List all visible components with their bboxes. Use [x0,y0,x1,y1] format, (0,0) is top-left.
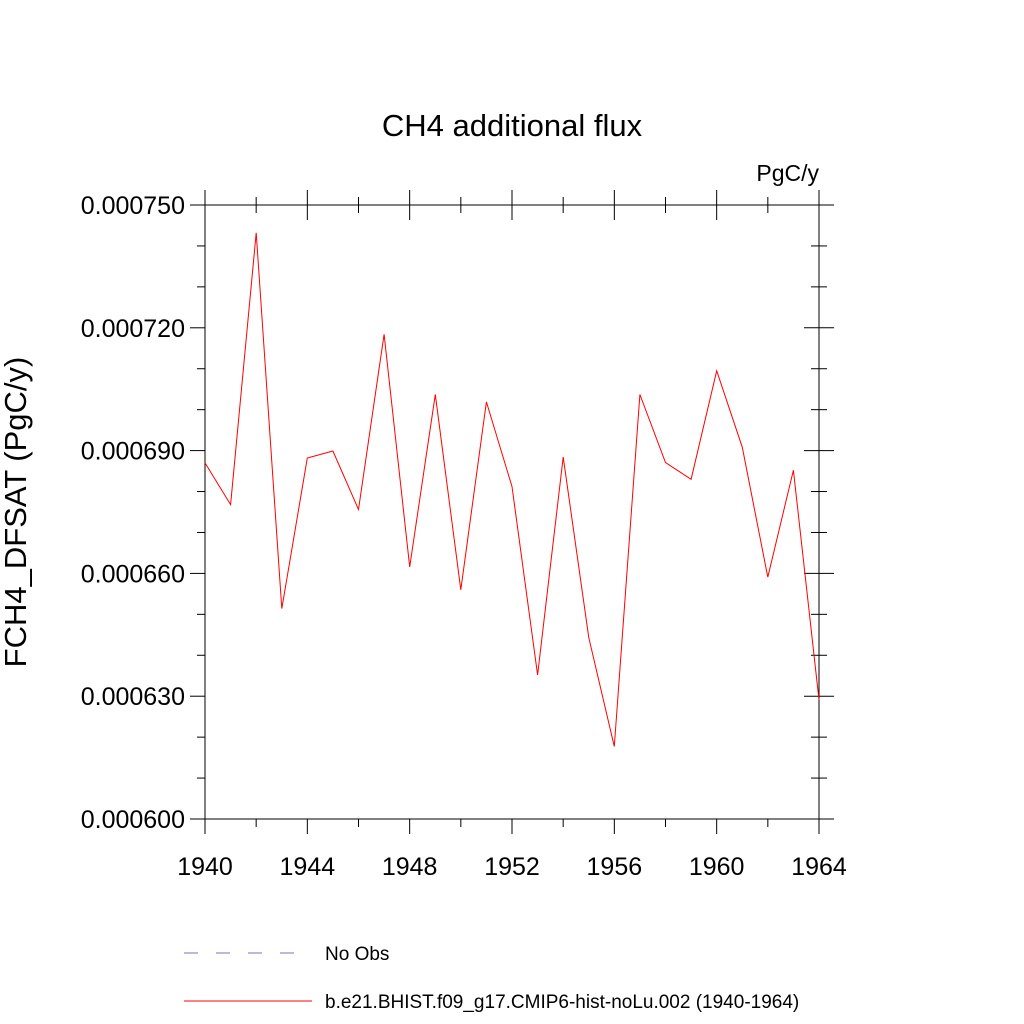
y-tick-label: 0.000600 [81,806,185,834]
x-tick-label: 1956 [587,853,643,881]
plot-frame [204,204,820,820]
units-label: PgC/y [756,160,819,186]
y-tick-label: 0.000690 [81,438,185,466]
y-tick-labels: 0.000600 0.000630 0.000660 0.000690 0.000720… [81,192,185,834]
y-axis-label: FCH4_DFSAT (PgC/y) [0,357,33,668]
x-tick-label: 1964 [791,853,847,881]
x-tick-label: 1948 [382,853,438,881]
series-lines [204,232,820,747]
series-line-0 [204,232,820,747]
x-minor-ticks [255,197,769,827]
y-major-ticks [190,204,834,820]
x-tick-labels: 1940 1944 1948 1952 1956 1960 1964 [177,853,847,881]
x-major-ticks [204,190,820,834]
y-tick-label: 0.000630 [81,683,185,711]
x-tick-label: 1960 [689,853,745,881]
y-tick-label: 0.000720 [81,315,185,343]
x-tick-label: 1944 [280,853,336,881]
y-tick-label: 0.000750 [81,192,185,220]
x-tick-label: 1952 [484,853,540,881]
x-tick-label: 1940 [177,853,233,881]
legend-label-no-obs: No Obs [325,944,389,965]
legend: No Obs b.e21.BHIST.f09_g17.CMIP6-hist-no… [184,944,799,1013]
legend-label-model: b.e21.BHIST.f09_g17.CMIP6-hist-noLu.002 … [325,992,799,1013]
y-tick-label: 0.000660 [81,560,185,588]
chart-title: CH4 additional flux [382,108,643,143]
y-minor-ticks [197,245,827,779]
